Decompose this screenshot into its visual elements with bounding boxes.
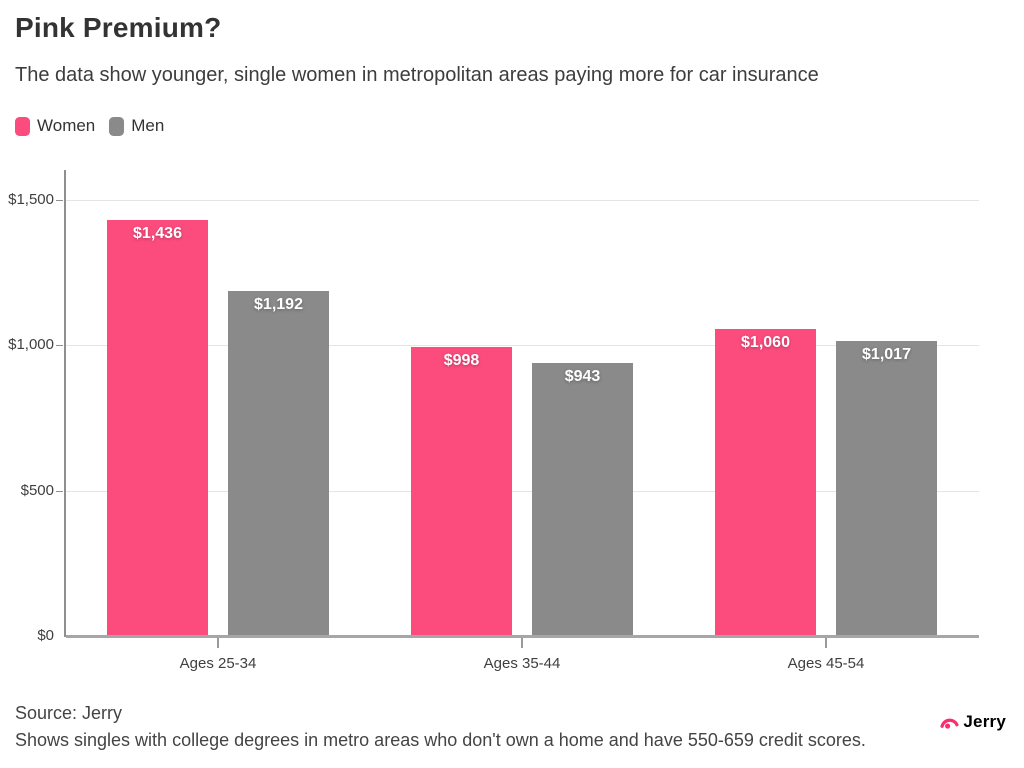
jerry-logo-text: Jerry: [963, 712, 1006, 731]
bar-men-ages-25-34: $1,192: [228, 291, 329, 637]
plot-area: $1,436 $1,192 Ages 25-34 $998 $943 Ages 35-44…: [64, 170, 979, 672]
bar-value-label: $1,436: [133, 225, 182, 242]
gridline: [66, 490, 979, 492]
x-axis-label: Ages 25-34: [179, 655, 257, 672]
bar-chart: $0 $500 $1,000 $1,500 $1,436 $1,192 Ages 25-3…: [0, 170, 1024, 672]
y-axis-tick: [56, 345, 63, 347]
legend-swatch-women: [15, 116, 30, 136]
bar-value-label: $998: [443, 352, 480, 369]
bar-men-ages-35-44: $943: [532, 363, 633, 637]
legend: Women Men: [15, 116, 164, 136]
x-axis-tick: [521, 638, 523, 648]
x-axis-line: [66, 635, 979, 638]
bar-value-label: $1,017: [862, 346, 911, 363]
y-axis-label: $1,000: [8, 336, 54, 354]
bar-women-ages-45-54: $1,060: [715, 329, 816, 637]
legend-label: Women: [37, 116, 96, 135]
x-axis-label: Ages 35-44: [483, 655, 561, 672]
source-line: Source: Jerry: [15, 703, 123, 723]
x-axis-label: Ages 45-54: [787, 655, 865, 672]
x-axis-tick: [217, 638, 219, 648]
y-axis-tick: [56, 200, 63, 201]
jerry-logo: Jerry: [939, 712, 1006, 732]
footnote: Shows singles with college degrees in me…: [15, 730, 866, 750]
y-axis-label: $500: [20, 481, 54, 499]
legend-label: Men: [131, 116, 165, 135]
legend-item-men: Men: [109, 116, 164, 136]
jerry-logo-icon: [939, 713, 960, 732]
y-axis-tick: [56, 490, 63, 492]
legend-item-women: Women: [15, 116, 95, 136]
bar-value-label: $943: [564, 368, 601, 385]
gridline: [66, 345, 979, 347]
bar-men-ages-45-54: $1,017: [836, 341, 937, 637]
bar-value-label: $1,060: [741, 334, 790, 351]
x-axis-tick: [825, 638, 827, 648]
y-axis-label: $0: [37, 627, 54, 644]
bar-value-label: $1,192: [254, 296, 303, 313]
bar-women-ages-35-44: $998: [411, 347, 512, 637]
chart-title: Pink Premium?: [15, 12, 222, 43]
gridline: [66, 200, 979, 201]
chart-subtitle: The data show younger, single women in m…: [15, 64, 819, 86]
bar-women-ages-25-34: $1,436: [107, 220, 208, 637]
y-axis-label: $1,500: [8, 191, 54, 208]
legend-swatch-men: [109, 116, 125, 136]
